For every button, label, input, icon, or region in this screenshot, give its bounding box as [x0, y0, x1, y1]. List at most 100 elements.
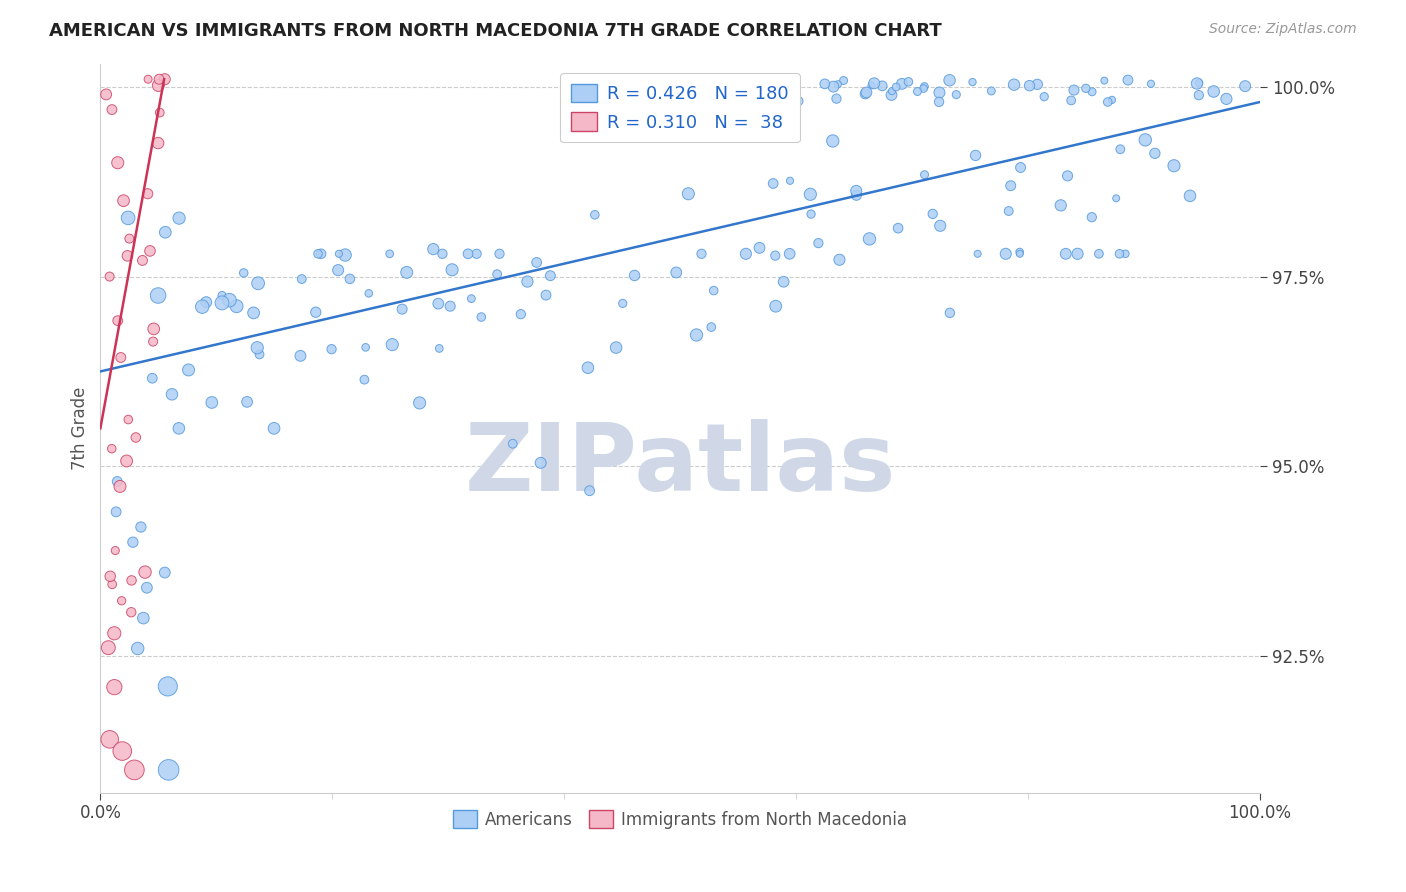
Point — [1008, 245, 1031, 260]
Point — [1033, 89, 1056, 103]
Point — [101, 103, 124, 117]
Point — [156, 680, 179, 694]
Point — [391, 302, 413, 317]
Point — [218, 293, 240, 307]
Point — [441, 262, 464, 277]
Point — [623, 268, 645, 283]
Point — [427, 296, 450, 310]
Point — [117, 249, 139, 263]
Point — [236, 395, 259, 409]
Point — [714, 83, 737, 97]
Point — [201, 395, 224, 409]
Point — [111, 594, 134, 608]
Point — [731, 87, 754, 102]
Point — [98, 732, 121, 747]
Point — [772, 275, 794, 289]
Point — [921, 207, 943, 221]
Point — [665, 265, 688, 279]
Point — [107, 313, 129, 327]
Text: ZIPatlas: ZIPatlas — [464, 418, 896, 511]
Point — [94, 87, 117, 102]
Point — [576, 360, 599, 375]
Point — [697, 85, 720, 99]
Point — [101, 577, 124, 591]
Point — [103, 680, 125, 694]
Point — [121, 574, 143, 588]
Point — [997, 204, 1019, 219]
Point — [1002, 78, 1025, 92]
Point — [427, 342, 450, 356]
Point — [1026, 78, 1049, 92]
Point — [291, 272, 314, 286]
Point — [1060, 94, 1083, 108]
Point — [246, 341, 269, 355]
Point — [1105, 191, 1128, 205]
Point — [765, 299, 787, 313]
Point — [177, 363, 200, 377]
Point — [800, 207, 823, 221]
Point — [928, 86, 950, 100]
Point — [146, 288, 169, 302]
Point — [994, 247, 1017, 261]
Point — [247, 277, 270, 291]
Point — [117, 211, 139, 225]
Point — [627, 95, 650, 109]
Point — [845, 184, 868, 198]
Point — [100, 442, 122, 456]
Point — [122, 535, 145, 549]
Point — [665, 91, 688, 105]
Point — [118, 232, 141, 246]
Point — [928, 95, 950, 109]
Point — [432, 247, 454, 261]
Point — [98, 269, 121, 284]
Point — [762, 177, 785, 191]
Point — [1135, 133, 1157, 147]
Point — [779, 247, 801, 261]
Point — [157, 763, 180, 777]
Point — [734, 247, 756, 261]
Point — [863, 76, 886, 90]
Text: AMERICAN VS IMMIGRANTS FROM NORTH MACEDONIA 7TH GRADE CORRELATION CHART: AMERICAN VS IMMIGRANTS FROM NORTH MACEDO… — [49, 22, 942, 40]
Point — [98, 569, 121, 583]
Point — [1163, 159, 1185, 173]
Point — [131, 253, 153, 268]
Point — [526, 255, 548, 269]
Point — [832, 73, 855, 87]
Point — [328, 263, 350, 277]
Point — [860, 78, 883, 93]
Point — [149, 105, 172, 120]
Point — [880, 87, 903, 102]
Point — [465, 247, 488, 261]
Point — [153, 566, 176, 580]
Point — [828, 252, 851, 267]
Point — [509, 307, 531, 321]
Point — [620, 76, 643, 90]
Point — [1092, 73, 1115, 87]
Point — [488, 247, 510, 261]
Point — [685, 328, 707, 343]
Point — [1140, 77, 1163, 91]
Point — [232, 266, 254, 280]
Point — [534, 288, 557, 302]
Point — [309, 247, 332, 261]
Point — [242, 306, 264, 320]
Point — [107, 155, 129, 169]
Point — [825, 92, 848, 106]
Point — [1054, 247, 1077, 261]
Point — [378, 247, 401, 261]
Point — [897, 75, 920, 89]
Point — [1234, 79, 1257, 94]
Point — [1188, 76, 1211, 90]
Point — [408, 396, 430, 410]
Point — [887, 221, 910, 235]
Point — [912, 79, 935, 94]
Point — [354, 340, 377, 354]
Point — [1215, 92, 1237, 106]
Point — [108, 479, 131, 493]
Point — [120, 605, 142, 619]
Point — [624, 94, 647, 108]
Point — [124, 763, 146, 777]
Point — [263, 421, 285, 435]
Point — [578, 483, 600, 498]
Point — [787, 94, 810, 108]
